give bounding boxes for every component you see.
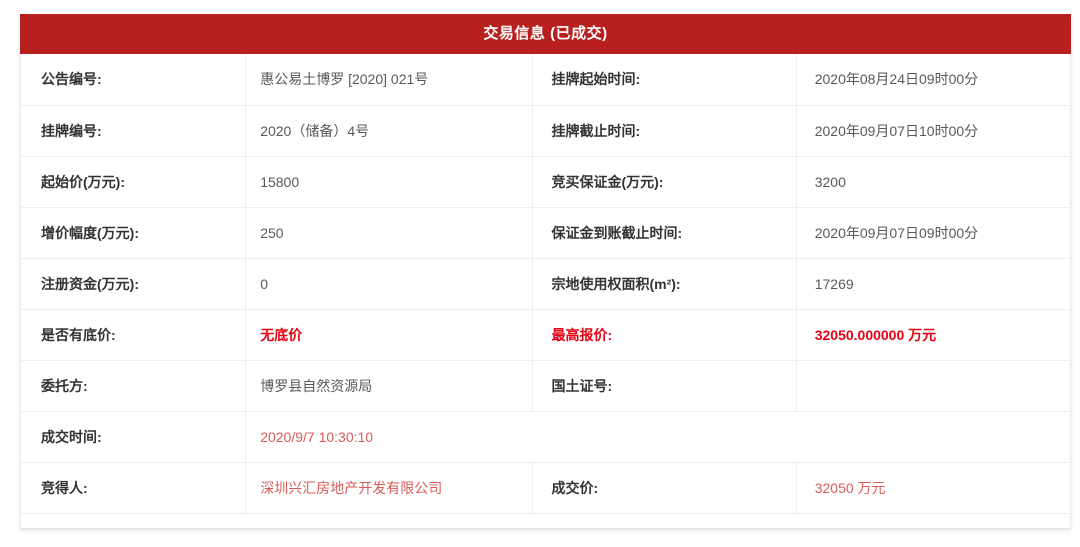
table-filler-cell	[20, 513, 1071, 528]
field-label-has-reserve-price: 是否有底价:	[20, 309, 246, 361]
field-label-deal-time: 成交时间:	[20, 411, 246, 463]
field-value-deal-price: 32050 万元	[795, 462, 1071, 514]
field-value-deposit-deadline: 2020年09月07日09时00分	[795, 207, 1071, 259]
field-value-increment: 250	[245, 207, 533, 259]
field-label-starting-price: 起始价(万元):	[20, 156, 246, 208]
field-value-highest-bid: 32050.000000 万元	[795, 309, 1071, 361]
table-row: 挂牌编号: 2020（储备）4号 挂牌截止时间: 2020年09月07日10时0…	[20, 105, 1071, 157]
table-filler-row	[20, 513, 1071, 528]
field-label-bid-deposit: 竞买保证金(万元):	[532, 156, 797, 208]
field-value-registered-capital: 0	[245, 258, 533, 310]
field-value-has-reserve-price: 无底价	[245, 309, 533, 361]
field-value-listing-no: 2020（储备）4号	[245, 105, 533, 157]
field-value-bid-deposit: 3200	[795, 156, 1071, 208]
field-label-announcement-no: 公告编号:	[20, 54, 246, 106]
table-row: 注册资金(万元): 0 宗地使用权面积(m²): 17269	[20, 258, 1071, 310]
field-label-parcel-area: 宗地使用权面积(m²):	[532, 258, 797, 310]
field-label-listing-no: 挂牌编号:	[20, 105, 246, 157]
field-label-deal-price: 成交价:	[532, 462, 797, 514]
field-label-highest-bid: 最高报价:	[532, 309, 797, 361]
field-label-registered-capital: 注册资金(万元):	[20, 258, 246, 310]
field-value-winning-bidder: 深圳兴汇房地产开发有限公司	[245, 462, 533, 514]
field-label-listing-end-time: 挂牌截止时间:	[532, 105, 797, 157]
table-row: 成交时间: 2020/9/7 10:30:10	[20, 411, 1071, 463]
field-value-entrusting-party: 博罗县自然资源局	[245, 360, 533, 412]
field-value-land-certificate-no	[795, 360, 1071, 412]
field-label-winning-bidder: 竞得人:	[20, 462, 246, 514]
field-label-entrusting-party: 委托方:	[20, 360, 246, 412]
table-row: 增价幅度(万元): 250 保证金到账截止时间: 2020年09月07日09时0…	[20, 207, 1071, 259]
table-row: 是否有底价: 无底价 最高报价: 32050.000000 万元	[20, 309, 1071, 361]
field-value-listing-end-time: 2020年09月07日10时00分	[795, 105, 1071, 157]
field-value-starting-price: 15800	[245, 156, 533, 208]
table-row: 竞得人: 深圳兴汇房地产开发有限公司 成交价: 32050 万元	[20, 462, 1071, 514]
transaction-info-table: 公告编号: 惠公易土博罗 [2020] 021号 挂牌起始时间: 2020年08…	[20, 54, 1071, 529]
table-row: 起始价(万元): 15800 竞买保证金(万元): 3200	[20, 156, 1071, 208]
field-label-listing-start-time: 挂牌起始时间:	[532, 54, 797, 106]
field-value-announcement-no: 惠公易土博罗 [2020] 021号	[245, 54, 533, 106]
field-label-land-certificate-no: 国土证号:	[532, 360, 797, 412]
field-label-deposit-deadline: 保证金到账截止时间:	[532, 207, 797, 259]
field-value-deal-time: 2020/9/7 10:30:10	[245, 411, 1071, 463]
table-row: 公告编号: 惠公易土博罗 [2020] 021号 挂牌起始时间: 2020年08…	[20, 54, 1071, 106]
table-row: 委托方: 博罗县自然资源局 国土证号:	[20, 360, 1071, 412]
field-label-increment: 增价幅度(万元):	[20, 207, 246, 259]
transaction-info-panel: 交易信息 (已成交) 公告编号: 惠公易土博罗 [2020] 021号 挂牌起始…	[20, 14, 1071, 529]
field-value-parcel-area: 17269	[795, 258, 1071, 310]
field-value-listing-start-time: 2020年08月24日09时00分	[795, 54, 1071, 106]
panel-title: 交易信息 (已成交)	[20, 14, 1071, 54]
